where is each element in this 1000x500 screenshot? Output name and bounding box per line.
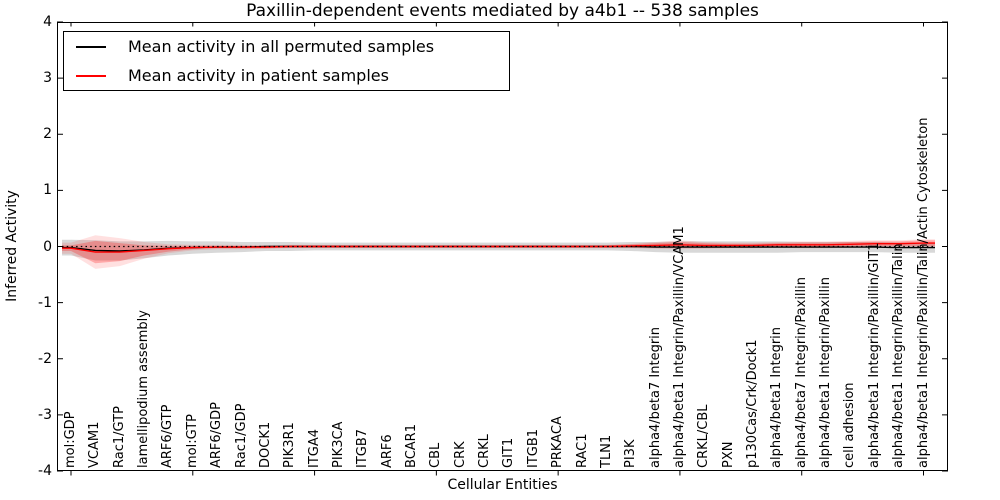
patient-line-swatch	[76, 74, 106, 77]
x-category-label: PIK3CA	[330, 421, 346, 468]
x-category-label: BCAR1	[404, 424, 419, 468]
patient-mean-line	[62, 242, 935, 253]
x-category-label: PXN	[720, 441, 736, 468]
x-category-label: TLN1	[598, 434, 614, 468]
x-category-label: VCAM1	[87, 421, 103, 468]
x-category-label: cell adhesion	[842, 382, 858, 468]
x-category-label: CRKL	[477, 434, 493, 468]
x-category-label: alpha4/beta7 Integrin/Paxillin	[793, 276, 809, 468]
legend: Mean activity in all permuted samples Me…	[63, 31, 510, 91]
x-category-label: Rac1/GTP	[111, 406, 127, 468]
y-tick-label: 2	[43, 126, 52, 143]
x-category-label: p130Cas/Crk/Dock1	[745, 339, 760, 468]
x-category-label: GIT1	[501, 437, 517, 468]
legend-label-permuted: Mean activity in all permuted samples	[128, 37, 435, 56]
x-category-label: alpha4/beta1 Integrin/Paxillin/Talin	[891, 243, 907, 468]
x-category-label: mol:GDP	[63, 411, 78, 468]
y-tick-label: -4	[38, 463, 52, 479]
x-category-label: PI3K	[623, 439, 639, 468]
y-tick-label: 4	[43, 14, 52, 30]
x-axis-label: Cellular Entities	[447, 477, 558, 493]
x-category-label: alpha4/beta1 Integrin/Paxillin/GIT1	[866, 242, 882, 468]
y-tick-label: -2	[38, 350, 52, 367]
x-category-label: mol:GTP	[184, 414, 200, 468]
x-category-label: PIK3R1	[282, 422, 298, 468]
x-category-label: ITGB7	[355, 428, 371, 468]
x-category-label: CBL	[428, 442, 444, 468]
y-tick-label: 0	[43, 238, 52, 255]
x-category-label: alpha4/beta1 Integrin/Paxillin	[818, 276, 834, 468]
x-category-label: alpha4/beta7 Integrin	[647, 326, 663, 468]
y-tick-label: 1	[43, 182, 52, 199]
y-tick-label: -3	[38, 406, 52, 423]
x-category-label: alpha4/beta1 Integrin	[769, 326, 785, 468]
x-category-label: ARF6	[379, 434, 395, 468]
x-category-label: ARF6/GDP	[209, 402, 225, 468]
legend-entry-permuted: Mean activity in all permuted samples	[64, 32, 509, 61]
x-category-label: RAC1	[574, 433, 590, 468]
x-category-label: ITGA4	[306, 428, 322, 468]
x-category-label: alpha4/beta1 Integrin/Paxillin/VCAM1	[671, 226, 687, 468]
x-category-label: ARF6/GTP	[160, 404, 176, 468]
series-1-band-0	[62, 235, 935, 269]
chart-title: Paxillin-dependent events mediated by a4…	[246, 1, 759, 21]
x-category-label: lamellipodium assembly	[136, 310, 152, 468]
permuted-line-swatch	[76, 45, 106, 48]
legend-entry-patient: Mean activity in patient samples	[64, 61, 509, 90]
x-category-label: Rac1/GDP	[233, 403, 249, 468]
x-category-label: DOCK1	[257, 421, 273, 468]
legend-label-patient: Mean activity in patient samples	[128, 66, 389, 85]
x-category-label: alpha4/beta1 Integrin/Paxillin/Talin/Act…	[915, 117, 931, 468]
x-category-label: ITGB1	[525, 428, 541, 468]
x-category-label: PRKACA	[550, 416, 566, 468]
y-tick-label: 3	[43, 70, 52, 87]
x-category-label: CRKL/CBL	[696, 404, 712, 469]
y-tick-label: -1	[38, 294, 52, 311]
x-category-label: CRK	[452, 441, 468, 468]
